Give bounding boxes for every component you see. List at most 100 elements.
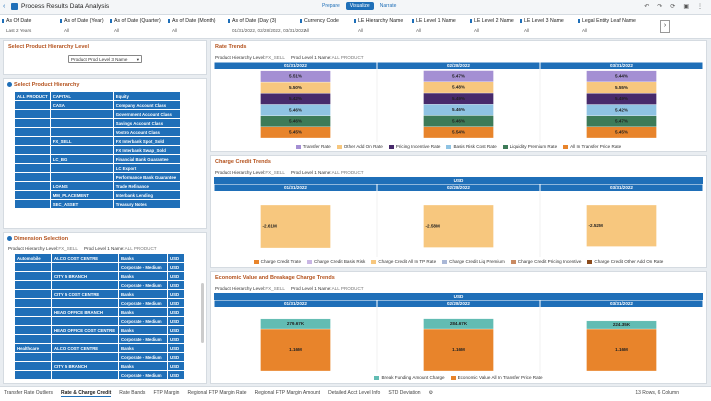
table-cell: USD [167, 370, 185, 380]
legend-item[interactable]: Charge Credit Other Add On Rate [587, 259, 663, 264]
legend-label: Other Add On Rate [343, 144, 383, 149]
filter-value: 01/31/2022, 02/28/2022, 03/31/2022 [232, 28, 307, 33]
empty-cell [14, 334, 52, 344]
tab[interactable]: Regional FTP Margin Rate [187, 390, 247, 396]
legend-item[interactable]: Other Add On Rate [336, 144, 383, 149]
segment-label: 5.50% [289, 85, 302, 90]
dropdown[interactable]: Product Prod Level 3 Name ▾ [68, 55, 142, 63]
table-cell: FX Interbank Swap_Sold [112, 145, 181, 155]
mode-button[interactable]: Visualize [345, 2, 374, 10]
filter-value: All [114, 28, 120, 33]
toolbar-icons: ↶ ↷ ⟳ ▣ ⋮ [644, 3, 703, 10]
filter-value: All [358, 28, 364, 33]
tab[interactable]: Rate Bands [119, 390, 146, 396]
table-row: LC Export [14, 163, 181, 173]
empty-cell [49, 145, 114, 155]
legend-label: All In Transfer Price Rate [570, 144, 622, 149]
dropdown-value: Product Prod Level 3 Name [71, 57, 128, 62]
filter[interactable]: Legal Entity Leaf Name All [578, 17, 636, 36]
empty-cell [14, 136, 51, 146]
filter[interactable]: Currency Code All [300, 17, 355, 36]
table-cell: Trade Refinance [112, 181, 181, 191]
tab[interactable]: FTP Margin [153, 390, 180, 396]
legend-item[interactable]: Break Funding Amount Charge [374, 375, 445, 380]
save-icon[interactable]: ▣ [683, 4, 689, 10]
filter[interactable]: As of Date (Day (3) 01/31/2022, 02/28/202… [228, 17, 306, 36]
help-icon[interactable] [7, 236, 12, 241]
empty-cell [14, 325, 52, 335]
redo-icon[interactable]: ↷ [657, 4, 663, 10]
back-icon[interactable]: ‹ [3, 3, 6, 10]
filter[interactable]: As of Date (Quarter) All [110, 17, 165, 36]
legend-item[interactable]: Charge Credit All In TP Rate [371, 259, 436, 264]
empty-cell [14, 118, 51, 128]
filter[interactable]: LE Level 1 Name All [412, 17, 467, 36]
empty-cell [49, 127, 114, 137]
tab[interactable]: Detailed Acct Level Info [328, 390, 381, 396]
empty-cell [49, 109, 114, 119]
filter[interactable]: As of Date (Year) All [60, 17, 115, 36]
tab-list: Transfer Rate Outliers Rate & Charge Cred… [4, 390, 433, 397]
context-value: FX_SELL [265, 170, 285, 175]
legend-swatch [450, 375, 456, 380]
tab[interactable]: Regional FTP Margin Amount [254, 390, 321, 396]
table-row: CASA Company Account Class [14, 100, 181, 110]
menu-icon[interactable]: ⋮ [697, 4, 703, 10]
context-label: Product Hierarchy Level: [215, 55, 266, 60]
undo-icon[interactable]: ↶ [644, 4, 650, 10]
filter-next[interactable]: › [660, 20, 670, 33]
table-row: Corporate - Medium USD [14, 316, 185, 326]
empty-cell [51, 280, 119, 290]
help-icon[interactable] [7, 82, 12, 87]
legend-item[interactable]: Economic Value All In Transfer Price Rat… [450, 375, 543, 380]
table-cell: Corporate - Medium [118, 280, 168, 290]
legend-item[interactable]: Basis Risk Cost Rate [446, 144, 497, 149]
legend-item[interactable]: Transfer Rate [295, 144, 331, 149]
segment-label: 5.44% [615, 74, 628, 79]
table-cell: USD [167, 343, 185, 353]
context-line: Product Hierarchy Level:FX_SELL Prod Leve… [215, 55, 370, 60]
context-value: FX_SELL [265, 55, 285, 60]
legend-item[interactable]: Charge Credit Liq Premium [442, 259, 505, 264]
legend-swatch [307, 259, 312, 264]
mode-button[interactable]: Narrate [379, 3, 397, 9]
segment-label: 5.42% [615, 107, 628, 112]
hierarchy-level-panel: Select Product Hierarchy Level Product P… [3, 40, 207, 75]
legend: Charge Credit Trate Charge Credit Basis R… [211, 259, 706, 264]
refresh-icon[interactable]: ⟳ [670, 4, 676, 10]
table-row: Corporate - Medium USD [14, 370, 185, 380]
tab[interactable]: Transfer Rate Outliers [4, 390, 53, 396]
table-row: CITY 5 BRANCH Banks USD [14, 361, 185, 371]
table-row: Corporate - Medium USD [14, 298, 185, 308]
segment-label: 224.35K [613, 322, 631, 327]
filter-marker [168, 19, 170, 23]
scrollbar[interactable] [201, 283, 204, 343]
filter-bar: As Of Date Last 2 Years As of Date (Year) A… [0, 15, 711, 39]
tab[interactable]: Rate & Charge Credit [61, 390, 112, 397]
mode-button[interactable]: Prepare [322, 3, 340, 9]
legend-item[interactable]: All In Transfer Price Rate [563, 144, 621, 149]
segment-label: 5.51% [289, 74, 302, 79]
date-label: 03/31/2022 [610, 63, 633, 68]
legend-item[interactable]: Charge Credit Trate [253, 259, 301, 264]
legend-swatch [446, 144, 452, 149]
empty-cell [51, 352, 119, 362]
add-tab[interactable]: ⚙ [428, 390, 434, 396]
tab[interactable]: STD Deviation [388, 390, 421, 396]
filter[interactable]: As Of Date Last 2 Years [2, 17, 57, 36]
context-value: ALL PRODUCT [331, 286, 364, 291]
filter[interactable]: LE Level 3 Name All [520, 17, 575, 36]
legend-item[interactable]: Charge Credit Basis Risk [307, 259, 365, 264]
legend-item[interactable]: Liquidity Premium Rate [502, 144, 557, 149]
table-cell: ALCO COST CENTRE [51, 253, 119, 263]
app-title: Process Results Data Analysis [21, 3, 110, 10]
legend-item[interactable]: Charge Credit Pricing Incentive [510, 259, 581, 264]
legend-item[interactable]: Pricing Incentive Rate [388, 144, 440, 149]
segment-label: 1.16M [289, 347, 302, 352]
filter[interactable]: LE Hierarchy Name All [354, 17, 409, 36]
filter[interactable]: As of Date (Month) All [168, 17, 223, 36]
segment-label: 5.47% [615, 118, 628, 123]
filter[interactable]: LE Level 2 Name All [470, 17, 525, 36]
app-header: ‹ Process Results Data Analysis Prepare V… [0, 0, 711, 15]
